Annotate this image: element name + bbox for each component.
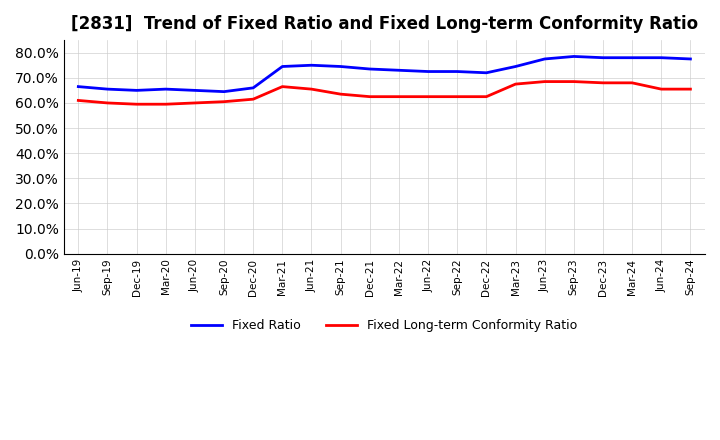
Fixed Ratio xyxy=(74,84,83,89)
Fixed Long-term Conformity Ratio xyxy=(132,102,141,107)
Fixed Ratio xyxy=(161,87,170,92)
Fixed Long-term Conformity Ratio xyxy=(103,100,112,106)
Fixed Ratio xyxy=(424,69,433,74)
Fixed Ratio xyxy=(453,69,462,74)
Fixed Ratio xyxy=(366,66,374,72)
Fixed Long-term Conformity Ratio xyxy=(570,79,578,84)
Fixed Ratio xyxy=(570,54,578,59)
Fixed Long-term Conformity Ratio xyxy=(424,94,433,99)
Fixed Ratio xyxy=(132,88,141,93)
Fixed Ratio xyxy=(482,70,491,75)
Fixed Ratio xyxy=(657,55,665,60)
Fixed Ratio xyxy=(598,55,607,60)
Fixed Long-term Conformity Ratio xyxy=(220,99,228,104)
Fixed Ratio xyxy=(220,89,228,94)
Fixed Long-term Conformity Ratio xyxy=(395,94,403,99)
Fixed Ratio xyxy=(278,64,287,69)
Legend: Fixed Ratio, Fixed Long-term Conformity Ratio: Fixed Ratio, Fixed Long-term Conformity … xyxy=(186,314,582,337)
Fixed Ratio xyxy=(307,62,316,68)
Fixed Long-term Conformity Ratio xyxy=(628,80,636,85)
Fixed Long-term Conformity Ratio xyxy=(278,84,287,89)
Fixed Ratio xyxy=(336,64,345,69)
Fixed Long-term Conformity Ratio xyxy=(366,94,374,99)
Fixed Long-term Conformity Ratio xyxy=(541,79,549,84)
Fixed Ratio xyxy=(541,56,549,62)
Fixed Long-term Conformity Ratio xyxy=(161,102,170,107)
Title: [2831]  Trend of Fixed Ratio and Fixed Long-term Conformity Ratio: [2831] Trend of Fixed Ratio and Fixed Lo… xyxy=(71,15,698,33)
Fixed Long-term Conformity Ratio xyxy=(482,94,491,99)
Fixed Ratio xyxy=(395,68,403,73)
Fixed Ratio xyxy=(628,55,636,60)
Fixed Ratio xyxy=(686,56,695,62)
Fixed Long-term Conformity Ratio xyxy=(598,80,607,85)
Line: Fixed Ratio: Fixed Ratio xyxy=(78,56,690,92)
Fixed Long-term Conformity Ratio xyxy=(511,81,520,87)
Fixed Ratio xyxy=(511,64,520,69)
Line: Fixed Long-term Conformity Ratio: Fixed Long-term Conformity Ratio xyxy=(78,81,690,104)
Fixed Ratio xyxy=(249,85,258,91)
Fixed Long-term Conformity Ratio xyxy=(307,87,316,92)
Fixed Long-term Conformity Ratio xyxy=(657,87,665,92)
Fixed Long-term Conformity Ratio xyxy=(686,87,695,92)
Fixed Long-term Conformity Ratio xyxy=(336,92,345,97)
Fixed Long-term Conformity Ratio xyxy=(249,96,258,102)
Fixed Ratio xyxy=(103,87,112,92)
Fixed Long-term Conformity Ratio xyxy=(191,100,199,106)
Fixed Long-term Conformity Ratio xyxy=(453,94,462,99)
Fixed Ratio xyxy=(191,88,199,93)
Fixed Long-term Conformity Ratio xyxy=(74,98,83,103)
